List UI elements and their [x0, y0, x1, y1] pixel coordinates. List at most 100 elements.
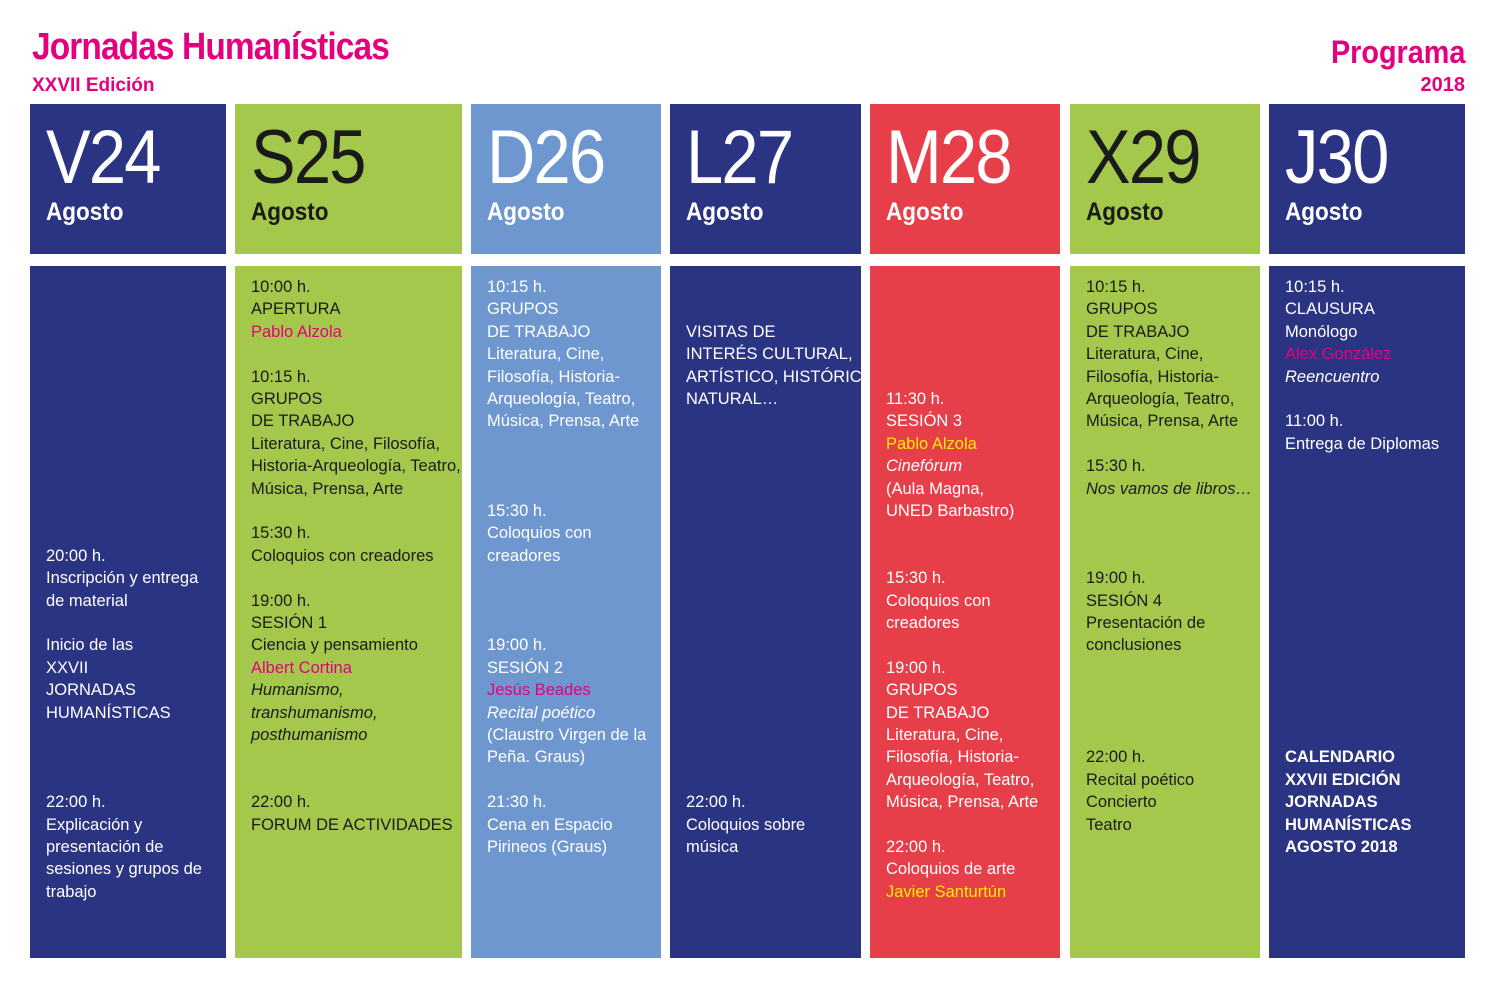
schedule-line: UNED Barbastro)	[886, 502, 1015, 521]
schedule-line: 15:30 h.	[886, 569, 946, 588]
schedule-line: 11:30 h.	[886, 390, 945, 408]
spacer	[886, 634, 1054, 656]
schedule-line: SESIÓN 3	[886, 412, 963, 431]
schedule-line: música	[686, 838, 739, 857]
schedule-line: Presentación de	[1086, 614, 1206, 633]
schedule-line: 10:15 h.	[1285, 278, 1345, 296]
spacer	[886, 276, 1054, 388]
schedule-line: 22:00 h.	[1086, 748, 1146, 767]
schedule-line: Literatura, Cine,	[886, 726, 1004, 745]
spacer	[251, 567, 456, 589]
day-header-s25: S25 Agosto	[235, 104, 462, 254]
schedule-line: creadores	[886, 614, 960, 633]
schedule-line: Inscripción y entrega	[46, 569, 199, 588]
schedule-line: Literatura, Cine,	[487, 345, 605, 364]
schedule-line: transhumanismo,	[251, 703, 378, 722]
schedule-line: Coloquios con	[886, 591, 991, 610]
spacer	[1086, 433, 1254, 455]
schedule-line: Recital poético	[1086, 770, 1195, 789]
schedule-line: 22:00 h.	[251, 793, 311, 812]
day-month: Agosto	[1086, 198, 1164, 226]
spacer	[251, 343, 456, 365]
schedule-line: Historia-Arqueología, Teatro,	[251, 457, 461, 476]
day-code: V24	[46, 115, 161, 200]
schedule-line: Albert Cortina	[251, 658, 352, 677]
day-header-x29: X29 Agosto	[1070, 104, 1260, 254]
schedule-line: XXVII EDICIÓN	[1285, 770, 1401, 789]
schedule-line: Monólogo	[1285, 322, 1358, 341]
schedule-line: DE TRABAJO	[487, 322, 591, 341]
schedule-line: Música, Prensa, Arte	[1086, 412, 1239, 431]
day-month: Agosto	[487, 198, 565, 226]
day-header-m28: M28 Agosto	[870, 104, 1060, 254]
schedule-line: INTERÉS CULTURAL,	[686, 345, 853, 364]
day-schedule-s25: 10:00 h. APERTURA Pablo Alzola 10:15 h. GRUP…	[235, 266, 462, 958]
schedule-line: HUMANÍSTICAS	[1285, 815, 1412, 834]
day-month: Agosto	[251, 198, 329, 226]
schedule-line: SESIÓN 4	[1086, 591, 1163, 610]
spacer	[487, 433, 655, 500]
schedule-line: (Claustro Virgen de la	[487, 726, 647, 745]
spacer	[1086, 500, 1254, 567]
schedule-line: 15:30 h.	[1086, 457, 1146, 476]
schedule-line: 22:00 h.	[46, 793, 106, 812]
schedule-line: Coloquios con	[487, 524, 592, 543]
schedule-line: de material	[46, 591, 128, 610]
day-header-l27: L27 Agosto	[670, 104, 861, 254]
day-header-d26: D26 Agosto	[471, 104, 661, 254]
schedule-line: Arqueología, Teatro,	[487, 390, 636, 409]
day-header-j30: J30 Agosto	[1269, 104, 1465, 254]
spacer	[46, 276, 220, 545]
day-schedule-l27: VISITAS DE INTERÉS CULTURAL, ARTÍSTICO, HI…	[670, 266, 861, 958]
schedule-line: Teatro	[1086, 815, 1132, 834]
schedule-line: Javier Santurtún	[886, 882, 1007, 901]
schedule-line: GRUPOS	[251, 390, 323, 409]
schedule-line: Humanismo,	[251, 681, 344, 700]
program-year: 2018	[1420, 74, 1466, 96]
schedule-line: (Aula Magna,	[886, 479, 985, 498]
program-label: Programa	[1330, 34, 1465, 70]
schedule-line: Recital poético	[487, 703, 596, 722]
schedule-line: 15:30 h.	[487, 502, 547, 521]
schedule-line: JORNADAS	[46, 681, 136, 700]
day-code: M28	[886, 115, 1013, 200]
schedule-line: trabajo	[46, 882, 97, 901]
schedule-line: SESIÓN 2	[487, 658, 564, 677]
schedule-line: Música, Prensa, Arte	[251, 479, 404, 498]
day-header-v24: V24 Agosto	[30, 104, 226, 254]
spacer	[886, 814, 1054, 836]
schedule-line: HUMANÍSTICAS	[46, 703, 171, 722]
schedule-line: 21:30 h.	[487, 793, 547, 812]
schedule-line: 22:00 h.	[886, 838, 946, 857]
edition-subtitle: XXVII Edición	[32, 75, 155, 96]
schedule-line: Ciencia y pensamiento	[251, 636, 418, 655]
day-code: J30	[1285, 115, 1389, 200]
schedule-line: Música, Prensa, Arte	[487, 412, 640, 431]
spacer	[487, 769, 655, 791]
schedule-line: APERTURA	[251, 300, 341, 319]
schedule-line: sesiones y grupos de	[46, 860, 202, 879]
schedule-line: 19:00 h.	[1086, 569, 1146, 588]
day-month: Agosto	[46, 198, 124, 226]
schedule-line: Arqueología, Teatro,	[1086, 390, 1235, 409]
schedule-line: CLAUSURA	[1285, 300, 1375, 319]
schedule-line: Peña. Graus)	[487, 748, 586, 767]
spacer	[1285, 388, 1459, 410]
schedule-line: Nos vamos de libros…	[1086, 479, 1252, 498]
day-code: X29	[1086, 115, 1201, 200]
schedule-line: presentación de	[46, 838, 164, 857]
day-month: Agosto	[1285, 198, 1363, 226]
event-title: Jornadas Humanísticas	[32, 26, 390, 68]
spacer	[686, 276, 855, 321]
schedule-line: 10:00 h.	[251, 278, 311, 296]
day-code: L27	[686, 115, 794, 200]
schedule-line: Coloquios de arte	[886, 860, 1016, 879]
spacer	[46, 612, 220, 634]
schedule-line: 20:00 h.	[46, 546, 106, 565]
spacer	[1086, 657, 1254, 747]
schedule-line: DE TRABAJO	[251, 412, 355, 431]
schedule-line: Música, Prensa, Arte	[886, 793, 1039, 812]
schedule-line: Arqueología, Teatro,	[886, 770, 1035, 789]
spacer	[1285, 455, 1459, 746]
schedule-line: creadores	[487, 546, 561, 565]
